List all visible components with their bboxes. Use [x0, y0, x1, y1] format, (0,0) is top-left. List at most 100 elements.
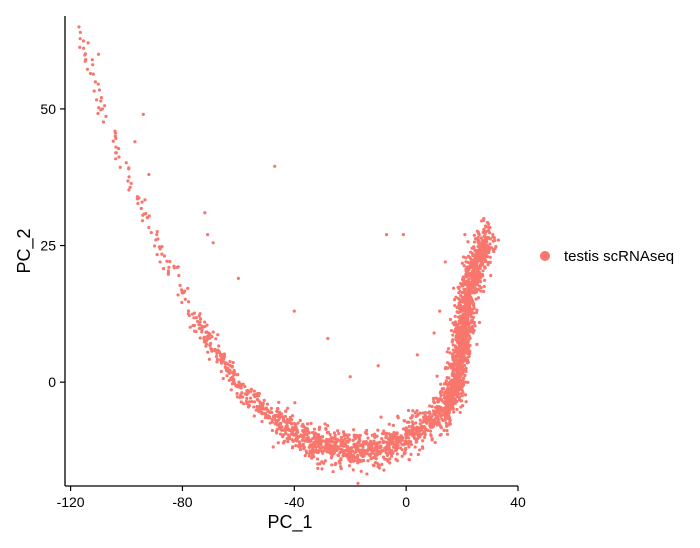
- data-point: [307, 454, 311, 458]
- data-point: [482, 228, 486, 232]
- data-point: [266, 408, 270, 412]
- data-point: [470, 246, 474, 250]
- data-point: [381, 449, 385, 453]
- data-point: [421, 411, 425, 415]
- data-point: [444, 365, 448, 370]
- data-point: [381, 439, 386, 443]
- data-point: [99, 108, 103, 112]
- data-point: [414, 421, 418, 425]
- data-point: [362, 458, 366, 463]
- data-point: [470, 271, 474, 275]
- data-point: [411, 425, 415, 429]
- data-point: [415, 353, 419, 357]
- data-point: [135, 194, 140, 199]
- data-point: [114, 145, 118, 149]
- data-point: [461, 390, 465, 395]
- data-point: [283, 414, 287, 419]
- data-point: [278, 421, 282, 426]
- data-point: [448, 363, 452, 367]
- data-point: [281, 441, 286, 445]
- data-point: [247, 400, 251, 404]
- data-point: [469, 250, 473, 254]
- data-point: [358, 439, 362, 443]
- data-point: [358, 448, 362, 452]
- data-point: [224, 361, 228, 365]
- data-point: [314, 448, 318, 452]
- data-point: [363, 450, 368, 454]
- data-point: [472, 320, 476, 325]
- data-point: [323, 447, 328, 451]
- data-point: [460, 341, 464, 345]
- data-point: [407, 445, 411, 449]
- data-point: [396, 443, 400, 447]
- data-point: [367, 442, 371, 446]
- data-point: [114, 157, 118, 161]
- data-point: [235, 391, 239, 396]
- data-point: [445, 429, 449, 433]
- data-point: [478, 280, 483, 284]
- data-point: [386, 445, 391, 449]
- data-point: [249, 389, 253, 393]
- data-point: [473, 286, 477, 290]
- data-point: [418, 418, 422, 422]
- data-point: [433, 440, 437, 445]
- data-point: [236, 276, 240, 280]
- data-point: [320, 446, 324, 450]
- data-point: [485, 236, 490, 240]
- data-point: [453, 314, 457, 318]
- data-point: [332, 448, 336, 452]
- data-point: [96, 111, 100, 116]
- data-point: [451, 353, 455, 357]
- data-point: [471, 331, 475, 335]
- data-point: [81, 39, 86, 43]
- data-point: [440, 387, 444, 391]
- data-point: [147, 214, 151, 218]
- data-point: [241, 382, 245, 386]
- data-point: [203, 320, 207, 324]
- data-point: [323, 422, 327, 426]
- data-point: [472, 240, 477, 244]
- data-point: [292, 309, 296, 313]
- data-point: [219, 361, 224, 365]
- data-point: [361, 449, 365, 453]
- data-point: [418, 422, 422, 426]
- data-point: [482, 247, 486, 251]
- data-point: [434, 396, 438, 400]
- data-point: [90, 58, 94, 62]
- data-point: [231, 360, 235, 365]
- data-point: [459, 405, 463, 409]
- data-point: [346, 447, 350, 451]
- data-point: [472, 307, 476, 311]
- data-point: [464, 333, 468, 338]
- data-point: [451, 370, 455, 374]
- data-point: [322, 461, 326, 465]
- data-point: [127, 175, 131, 179]
- data-point: [465, 356, 469, 360]
- y-axis-ticks: 0 25 50: [40, 101, 65, 390]
- data-point: [364, 439, 368, 444]
- data-point: [311, 444, 315, 448]
- data-point: [370, 433, 374, 437]
- data-point: [235, 395, 239, 399]
- data-point: [312, 427, 316, 431]
- data-point: [186, 286, 190, 291]
- data-point: [222, 352, 227, 356]
- data-point: [359, 458, 363, 463]
- data-point: [192, 316, 196, 320]
- data-point: [204, 344, 208, 348]
- data-point: [197, 314, 201, 318]
- data-point: [468, 312, 473, 316]
- data-point: [472, 289, 476, 294]
- data-point: [302, 433, 307, 437]
- data-point: [483, 259, 488, 264]
- data-point: [432, 420, 436, 425]
- data-point: [126, 179, 130, 183]
- data-point: [210, 347, 214, 352]
- data-point: [456, 389, 460, 393]
- data-point: [463, 283, 467, 287]
- data-point: [186, 309, 191, 313]
- data-point: [421, 446, 425, 450]
- data-point: [348, 455, 353, 459]
- data-point: [466, 316, 470, 320]
- data-point: [214, 354, 219, 359]
